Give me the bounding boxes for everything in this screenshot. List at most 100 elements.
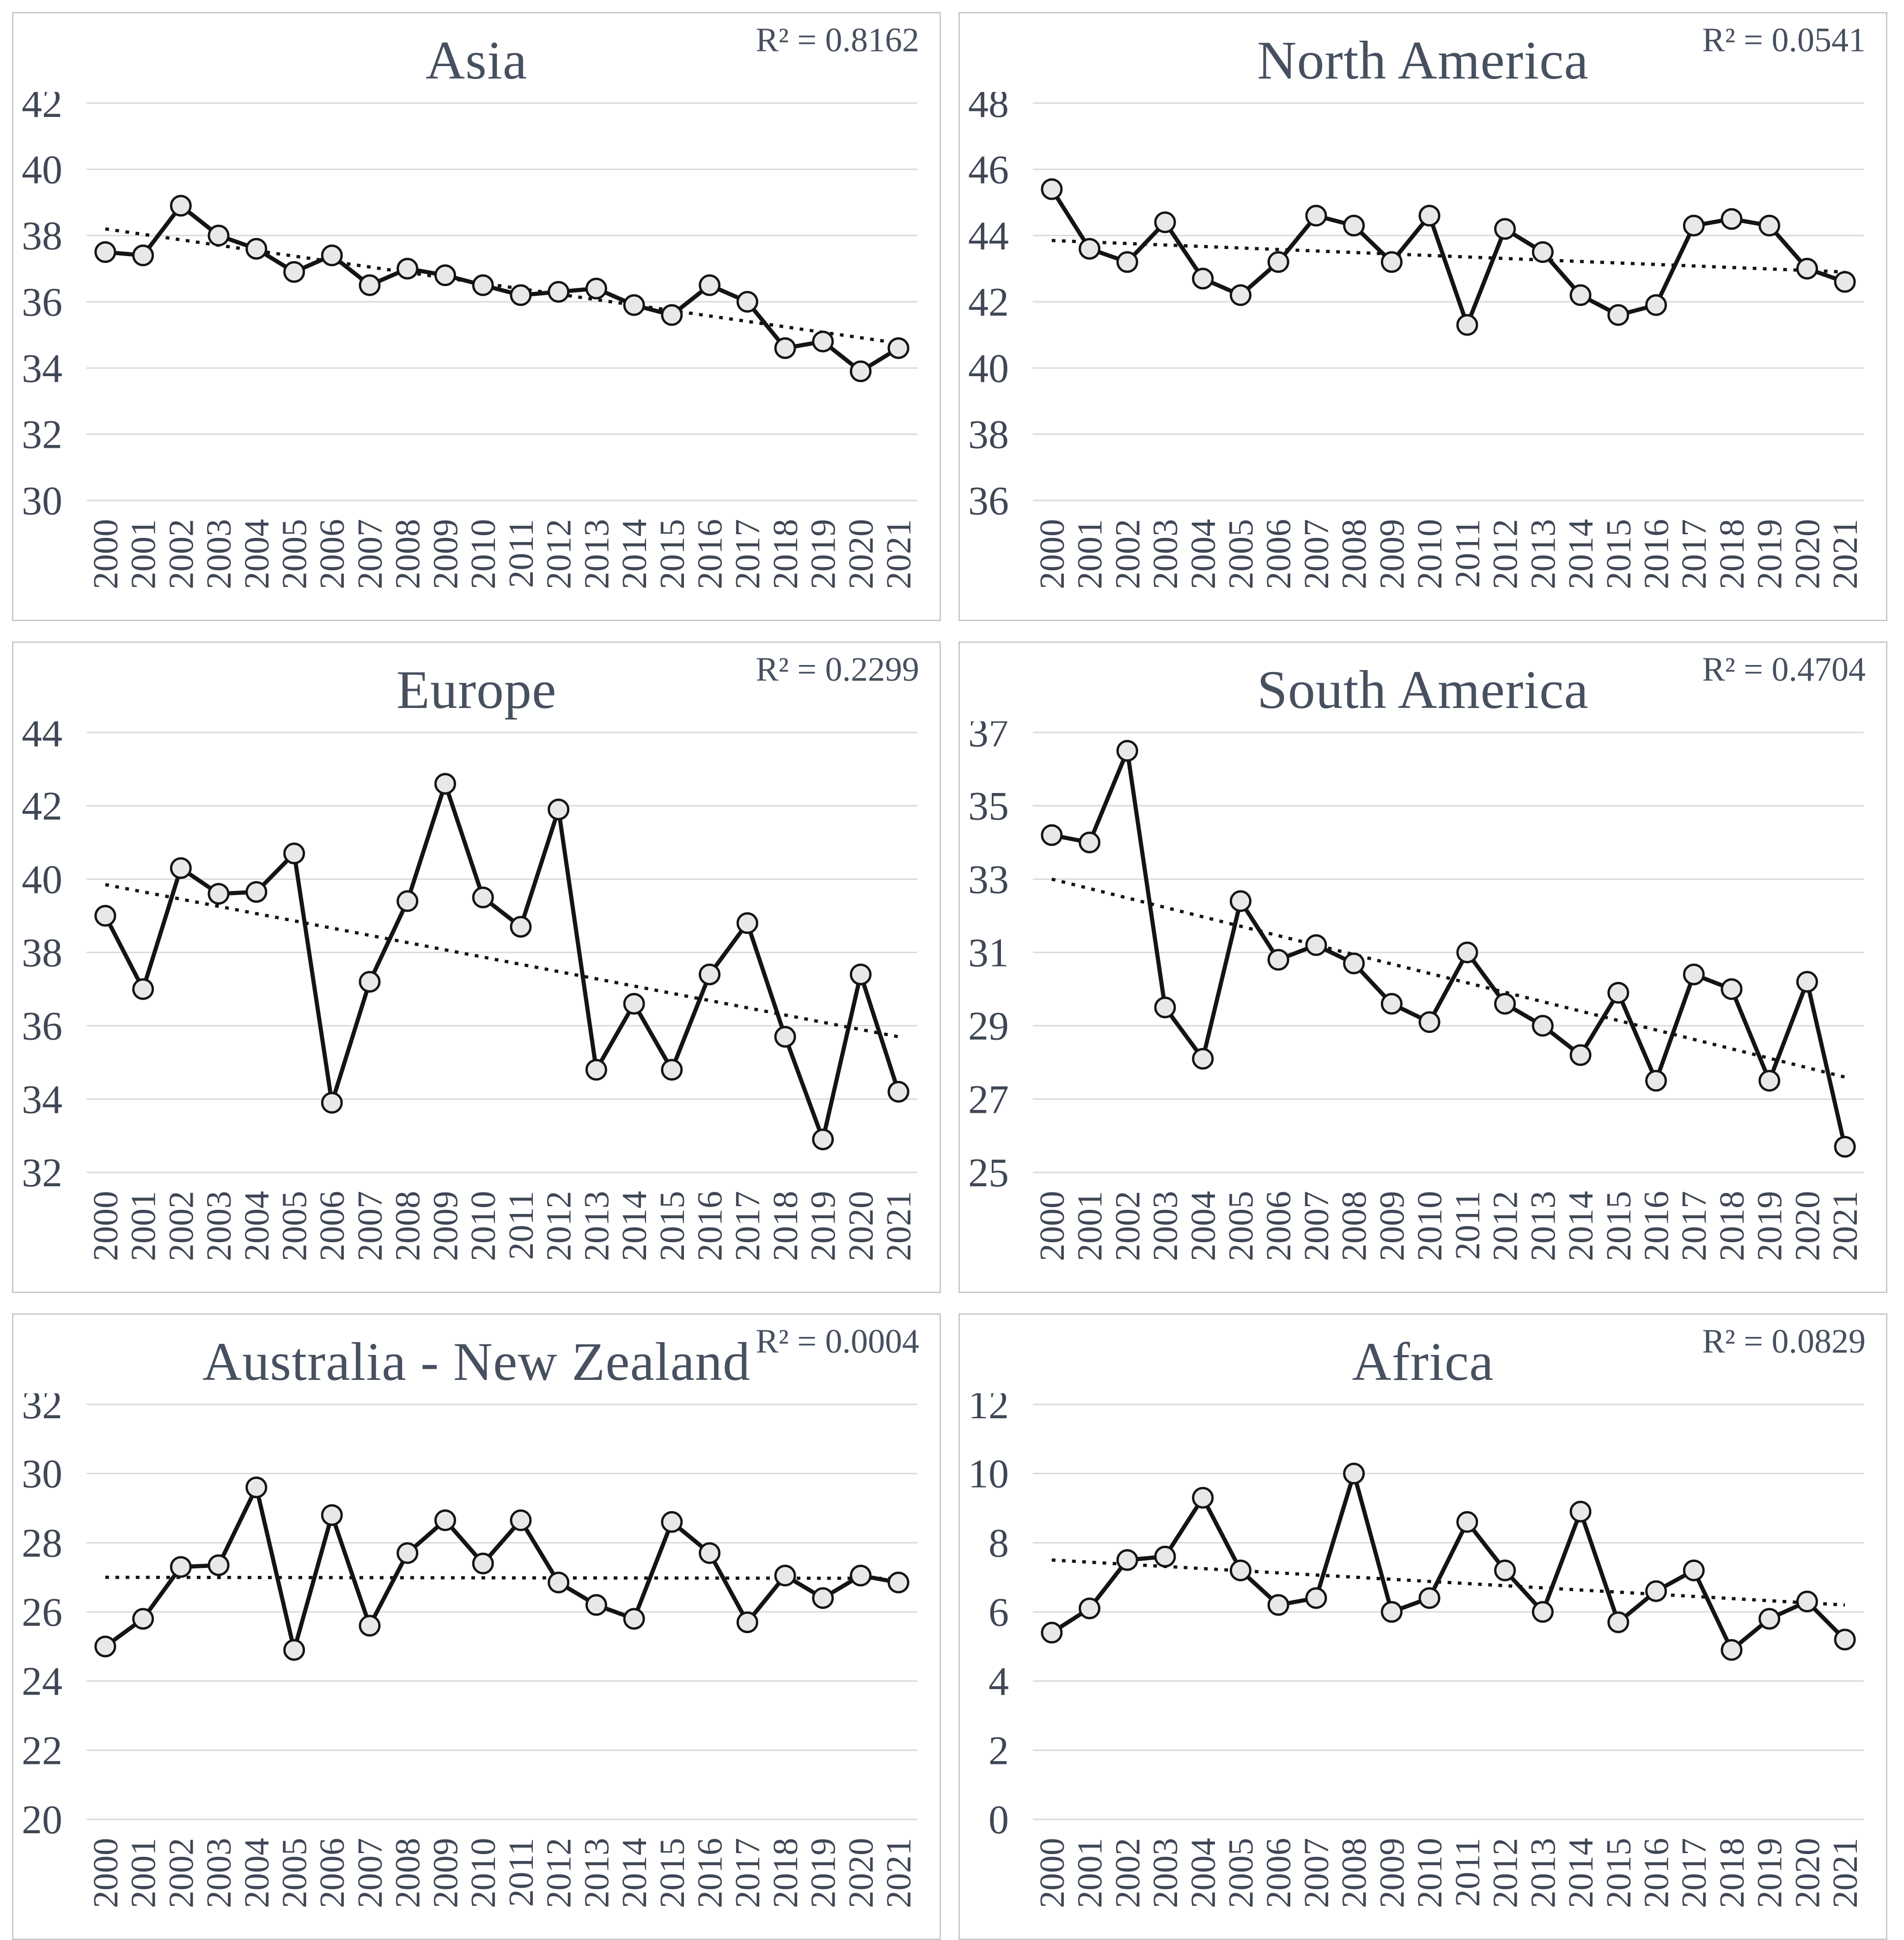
data-point-marker	[321, 1504, 343, 1526]
chart-panel-south-america: South America R² = 0.4704 25 27 29 31 33 35 37…	[958, 641, 1887, 1293]
x-axis-tick-label: 2007	[1297, 1838, 1336, 1908]
x-axis-tick-label: 2011	[1448, 1838, 1487, 1907]
data-point-marker	[812, 1129, 834, 1151]
x-axis-tick-label: 2000	[86, 519, 125, 589]
data-point-marker	[1380, 251, 1403, 273]
x-axis-tick-label: 2001	[1071, 519, 1110, 589]
data-point-marker	[1230, 890, 1251, 912]
x-axis-tick-label: 2004	[238, 1191, 276, 1261]
y-axis-tick-label: 32	[22, 413, 62, 458]
x-axis-tick-label: 2011	[1448, 1191, 1487, 1260]
data-point-marker	[359, 1615, 381, 1637]
x-axis-tick-label: 2000	[86, 1838, 125, 1908]
data-point-marker	[623, 993, 645, 1015]
data-point-marker	[1267, 1594, 1289, 1616]
x-axis-tick-label: 2019	[804, 1191, 843, 1261]
y-axis-tick-label: 36	[22, 280, 62, 325]
chart-panel-australia-new-zealand: Australia - New Zealand R² = 0.0004 20 22…	[12, 1313, 941, 1940]
x-axis-tick-label: 2001	[124, 1191, 163, 1261]
data-point-marker	[1041, 1622, 1063, 1644]
x-axis-tick-label: 2000	[1033, 1838, 1072, 1908]
x-axis-tick-label: 2012	[540, 519, 579, 589]
x-axis-tick-label: 2010	[464, 1191, 503, 1261]
x-axis-tick-label: 2003	[1146, 1191, 1185, 1261]
panel-header: Africa R² = 0.0829	[960, 1315, 1886, 1393]
r-squared-label: R² = 0.8162	[756, 21, 919, 59]
x-axis-tick-label: 2006	[313, 1191, 352, 1261]
x-axis-tick-label: 2003	[200, 1191, 238, 1261]
data-point-marker	[94, 1635, 116, 1658]
data-point-marker	[1305, 1587, 1327, 1609]
x-axis-tick-label: 2003	[200, 1838, 238, 1908]
data-point-marker	[548, 799, 570, 821]
data-point-marker	[774, 337, 796, 359]
x-axis-tick-label: 2008	[389, 1191, 427, 1261]
y-axis-tick-label: 24	[22, 1659, 62, 1704]
data-point-marker	[812, 1587, 834, 1609]
data-point-marker	[1683, 214, 1705, 237]
chart-panel-africa: Africa R² = 0.0829 0 2 4 6 8 10 12 2000 2001 2002…	[958, 1313, 1887, 1940]
data-point-marker	[661, 1059, 683, 1081]
data-point-marker	[510, 284, 532, 306]
x-axis-tick-label: 2019	[804, 1838, 843, 1908]
y-axis-tick-label: 46	[968, 147, 1009, 192]
y-axis-tick-label: 36	[22, 1004, 62, 1049]
x-axis-tick-label: 2006	[1259, 519, 1298, 589]
x-axis-tick-label: 2002	[1108, 1838, 1147, 1908]
data-point-marker	[887, 337, 909, 359]
y-axis-tick-label: 0	[989, 1798, 1009, 1842]
trendline	[1051, 877, 1845, 1079]
data-point-marker	[1380, 1601, 1403, 1623]
data-point-marker	[1721, 208, 1743, 230]
x-axis-tick-label: 2009	[426, 519, 465, 589]
y-axis-tick-label: 6	[989, 1590, 1009, 1635]
x-axis-tick-label: 2014	[1562, 1191, 1600, 1261]
data-point-marker	[623, 1608, 645, 1630]
data-point-marker	[585, 277, 607, 299]
data-point-marker	[1154, 996, 1176, 1019]
x-axis-tick-label: 2015	[653, 1191, 692, 1261]
data-point-marker	[1834, 271, 1856, 293]
x-axis-tick-label: 2004	[238, 519, 276, 589]
data-point-marker	[1758, 214, 1781, 237]
y-axis-tick-label: 42	[22, 784, 62, 829]
data-point-marker	[434, 264, 456, 287]
x-axis-tick-label: 2008	[1335, 519, 1374, 589]
x-axis-tick-label: 2014	[615, 1191, 654, 1261]
x-axis-tick-label: 2004	[1184, 1838, 1223, 1908]
data-point-marker	[1796, 970, 1818, 993]
data-point-marker	[1192, 1048, 1214, 1070]
data-point-marker	[1380, 993, 1403, 1015]
x-axis-tick-label: 2014	[615, 1838, 654, 1908]
data-point-marker	[849, 964, 872, 986]
data-point-marker	[1494, 218, 1516, 240]
data-point-marker	[283, 842, 305, 865]
x-axis-tick-label: 2007	[351, 1838, 390, 1908]
y-axis-tick-label: 37	[968, 721, 1009, 756]
x-axis-tick-label: 2004	[1184, 1191, 1223, 1261]
data-point-marker	[1418, 1011, 1440, 1033]
chart-canvas-north-america: 36 38 40 42 44 46 48 2000 2001 2002 2003 2004 2005 20…	[960, 92, 1886, 620]
r-squared-label: R² = 0.2299	[756, 651, 919, 689]
y-axis-tick-label: 4	[989, 1659, 1009, 1704]
chart-svg: 3638404244464820002001200220032004200520…	[968, 92, 1865, 589]
data-point-marker	[434, 773, 456, 795]
y-axis-tick-label: 40	[968, 346, 1009, 391]
x-axis-tick-label: 2005	[1222, 1191, 1261, 1261]
series-line	[103, 1485, 901, 1652]
x-axis-tick-label: 2008	[389, 519, 427, 589]
y-axis-tick-label: 38	[22, 214, 62, 259]
y-axis-tick-label: 35	[968, 784, 1009, 829]
x-axis-tick-label: 2014	[1562, 519, 1600, 589]
x-axis-tick-label: 2006	[1259, 1838, 1298, 1908]
data-point-marker	[245, 881, 268, 903]
x-axis-tick-label: 2017	[728, 1838, 767, 1908]
series-line	[103, 781, 901, 1142]
x-axis-tick-label: 2016	[691, 1838, 730, 1908]
x-axis-tick-label: 2010	[1410, 1838, 1449, 1908]
data-point-marker	[1645, 1580, 1667, 1602]
chart-canvas-australia-new-zealand: 20 22 24 26 28 30 32 2000 2001 2002 2003 2004 2005 20…	[13, 1393, 940, 1939]
data-point-marker	[132, 1608, 154, 1630]
x-axis-tick-label: 2016	[1637, 1838, 1676, 1908]
trendline	[105, 1575, 899, 1580]
